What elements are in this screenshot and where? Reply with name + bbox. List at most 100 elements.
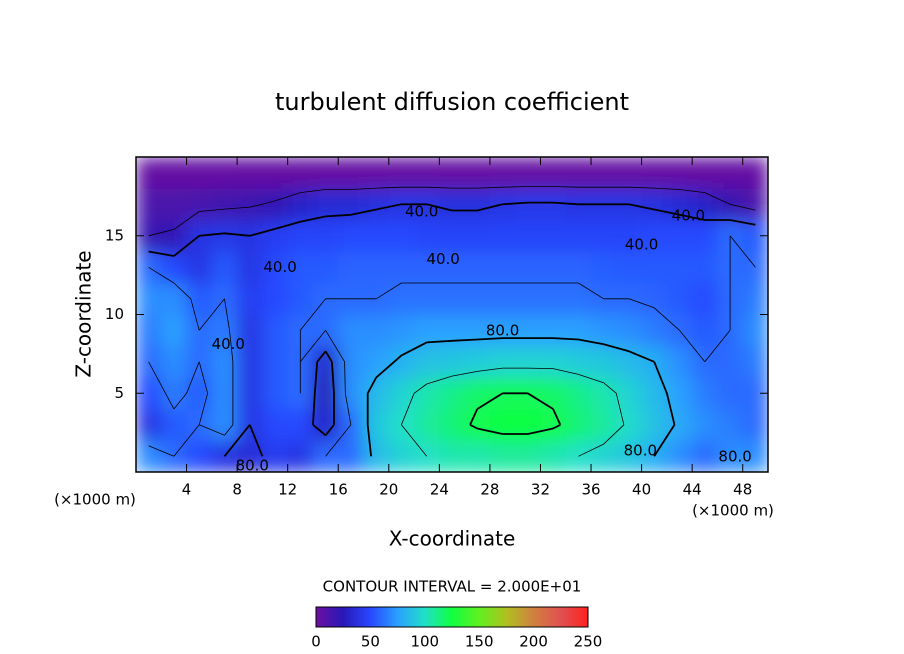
cell <box>540 377 567 410</box>
cell <box>616 377 643 410</box>
cell <box>515 220 541 252</box>
cell <box>237 251 263 284</box>
cell <box>616 440 643 472</box>
cell <box>515 251 541 284</box>
cell <box>489 283 516 315</box>
cell <box>591 440 617 472</box>
cell <box>287 220 314 252</box>
cell <box>565 377 592 410</box>
cell <box>338 220 365 252</box>
cell <box>237 283 263 315</box>
cell <box>136 409 162 441</box>
cell <box>414 283 440 315</box>
cell <box>464 377 491 410</box>
cell <box>338 157 365 189</box>
plot-area: 40.0 40.0 40.0 40.0 40.0 40.0 80.0 80.0 80.0 80.0 <box>136 157 768 475</box>
cell <box>211 409 238 441</box>
cell <box>666 377 693 410</box>
colorbar-tick-label: 100 <box>410 633 439 651</box>
cell <box>287 157 314 189</box>
x-axis-label: X-coordinate <box>389 527 516 551</box>
cell <box>515 157 541 189</box>
cell <box>464 188 491 221</box>
cell <box>414 157 440 189</box>
cell <box>565 251 592 284</box>
cell <box>287 188 314 221</box>
cell <box>641 409 668 441</box>
cell <box>363 220 390 252</box>
cell <box>186 157 213 189</box>
cell <box>692 283 718 315</box>
cell <box>742 283 768 315</box>
cell <box>717 377 744 410</box>
cell <box>439 346 466 378</box>
contours: 40.0 40.0 40.0 40.0 40.0 40.0 80.0 80.0 80.0 80.0 <box>148 186 756 475</box>
cell <box>616 409 643 441</box>
cell <box>540 251 567 284</box>
cell <box>742 440 768 472</box>
contour-label: 80.0 <box>718 448 751 466</box>
cell <box>287 409 314 441</box>
cell <box>161 346 188 378</box>
cell <box>666 346 693 378</box>
cell <box>565 157 592 189</box>
cell <box>692 220 718 252</box>
cell <box>262 346 289 378</box>
cell <box>464 409 491 441</box>
cell <box>237 188 263 221</box>
cell <box>641 157 668 189</box>
cell <box>540 409 567 441</box>
x-tick-label: 36 <box>581 481 600 499</box>
cell <box>439 220 466 252</box>
cell <box>742 157 768 189</box>
y-tick-label: 15 <box>105 226 124 244</box>
x-tick-label: 4 <box>182 481 192 499</box>
cell <box>136 157 162 189</box>
cell <box>414 346 440 378</box>
cell <box>692 377 718 410</box>
cell <box>237 346 263 378</box>
cell <box>717 440 744 472</box>
cell <box>641 188 668 221</box>
y-tick-label: 5 <box>114 384 124 402</box>
cell <box>540 188 567 221</box>
cell <box>439 283 466 315</box>
cell <box>489 409 516 441</box>
cell <box>666 251 693 284</box>
cell <box>565 409 592 441</box>
x-unit-label: (×1000 m) <box>54 491 136 509</box>
y-tick-label: 10 <box>105 305 124 323</box>
contour-label: 80.0 <box>624 442 657 460</box>
cell <box>742 188 768 221</box>
cell <box>237 157 263 189</box>
cell <box>388 157 415 189</box>
cell <box>489 157 516 189</box>
cell <box>211 188 238 221</box>
cell <box>262 409 289 441</box>
cell <box>692 188 718 221</box>
contour-line <box>401 367 625 457</box>
contour-line <box>148 186 756 237</box>
contour-label: 40.0 <box>405 203 438 221</box>
cell <box>439 440 466 472</box>
cell <box>692 157 718 189</box>
x-tick-label: 40 <box>632 481 651 499</box>
cell <box>363 251 390 284</box>
cell <box>616 157 643 189</box>
cell <box>742 314 768 347</box>
cell <box>338 346 365 378</box>
chart-title: turbulent diffusion coefficient <box>275 88 629 116</box>
cell <box>161 377 188 410</box>
cell <box>717 157 744 189</box>
cell <box>717 346 744 378</box>
contour-line <box>148 235 756 457</box>
cell <box>439 377 466 410</box>
colorbar-tick-label: 250 <box>574 633 603 651</box>
cell <box>439 188 466 221</box>
contour-line <box>366 337 676 457</box>
contour-interval: CONTOUR INTERVAL = 2.000E+01 <box>323 578 582 596</box>
cell <box>363 346 390 378</box>
contour-label: 80.0 <box>236 457 269 475</box>
cell <box>363 157 390 189</box>
